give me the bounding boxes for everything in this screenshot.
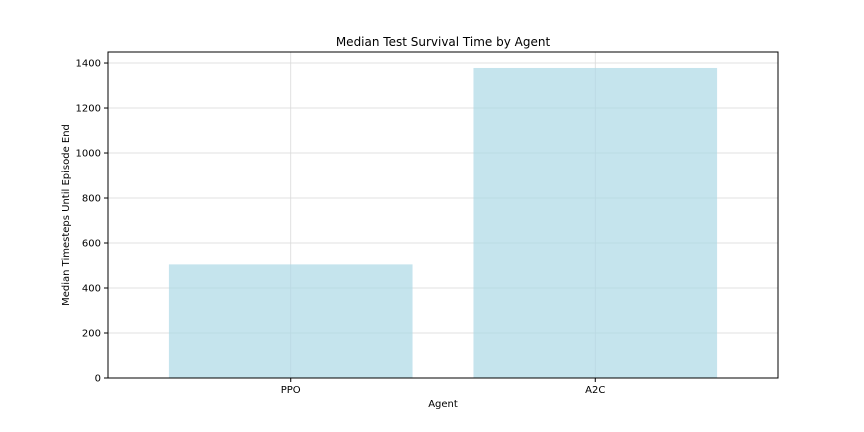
y-axis-label: Median Timesteps Until Episode End <box>61 124 72 306</box>
y-tick-label: 1400 <box>76 59 101 70</box>
y-tick-label: 0 <box>95 374 101 385</box>
x-axis-label: Agent <box>428 399 458 410</box>
ticks-layer: 0 200 400 600 800 1000 1200 1400 PPO A2C <box>76 59 606 396</box>
y-tick-label: 400 <box>82 284 101 295</box>
bars-layer <box>168 67 718 378</box>
y-tick-label: 1000 <box>76 149 101 160</box>
y-tick-label: 600 <box>82 239 101 250</box>
bar-a2c <box>473 67 718 378</box>
chart-title: Median Test Survival Time by Agent <box>336 35 551 49</box>
y-tick-label: 200 <box>82 329 101 340</box>
x-tick-label-a2c: A2C <box>585 385 605 396</box>
y-tick-label: 1200 <box>76 104 101 115</box>
axes-layer <box>107 51 779 379</box>
y-tick-label: 800 <box>82 194 101 205</box>
x-tick-label-ppo: PPO <box>281 385 301 396</box>
plot-frame <box>107 51 779 379</box>
bar-ppo <box>168 264 413 378</box>
